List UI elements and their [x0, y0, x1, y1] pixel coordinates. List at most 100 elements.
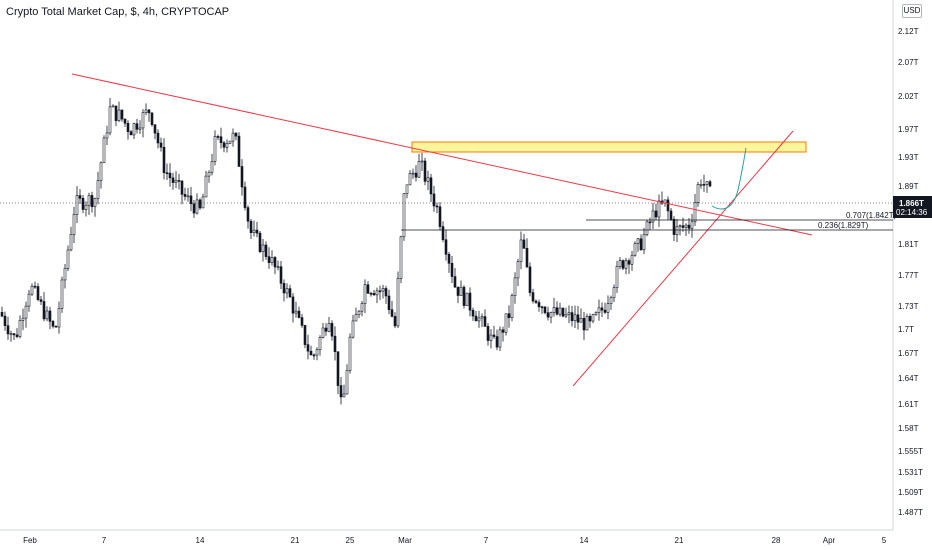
candle-body	[414, 172, 418, 178]
candle-body	[183, 194, 187, 197]
candle-body	[276, 266, 280, 268]
candle-body	[501, 329, 505, 333]
candle-body	[141, 112, 145, 129]
candle-body	[39, 299, 43, 302]
candle-body	[606, 303, 610, 313]
x-tick-label: 7	[102, 536, 107, 545]
candle-body	[336, 351, 340, 386]
candle-body	[459, 286, 463, 296]
candle-body	[306, 344, 310, 352]
candle-body	[186, 195, 190, 198]
candle-body	[309, 350, 313, 356]
x-tick-label: Feb	[23, 536, 37, 545]
candle-body	[105, 132, 109, 139]
candle-body	[507, 313, 511, 319]
candle-body	[261, 244, 265, 253]
candle-body	[426, 177, 430, 182]
candle-body	[84, 204, 88, 210]
candle-body	[375, 290, 379, 296]
candle-body	[81, 197, 85, 210]
candle-body	[93, 198, 97, 208]
candle-body	[90, 195, 94, 208]
x-tick-label: 21	[675, 536, 684, 545]
candle-body	[693, 202, 697, 223]
y-tick-label: 2.02T	[898, 92, 919, 101]
candle-body	[159, 142, 163, 148]
candle-body	[288, 288, 292, 298]
candle-body	[534, 300, 538, 303]
candle-body	[72, 214, 76, 235]
candle-body	[30, 285, 34, 295]
candle-body	[645, 221, 649, 235]
candle-body	[333, 335, 337, 352]
candle-body	[369, 292, 373, 295]
candle-body	[339, 385, 343, 398]
candle-body	[315, 349, 319, 356]
candle-body	[552, 307, 556, 313]
candle-body	[498, 329, 502, 348]
price-label-box	[893, 196, 932, 218]
candle-body	[273, 257, 277, 268]
fib-label: 0.707(1.842T)	[846, 211, 897, 220]
candle-body	[249, 220, 253, 233]
candle-body	[330, 323, 334, 337]
candle-body	[228, 140, 232, 144]
candle-body	[648, 221, 652, 224]
candle-body	[219, 136, 223, 143]
candle-body	[6, 325, 10, 335]
candle-body	[384, 288, 388, 297]
candle-body	[168, 172, 172, 179]
candle-body	[174, 180, 178, 183]
candle-body	[225, 143, 229, 148]
x-tick-label: 14	[580, 536, 589, 545]
candle-body	[267, 256, 271, 263]
candle-body	[297, 310, 301, 318]
candle-body	[354, 314, 358, 322]
candle-body	[597, 307, 601, 313]
candle-body	[699, 184, 703, 186]
candle-body	[360, 303, 364, 312]
candle-body	[522, 239, 526, 249]
candle-body	[603, 309, 607, 313]
candle-body	[399, 236, 403, 279]
candle-body	[666, 199, 670, 212]
candle-body	[0, 312, 4, 317]
candle-body	[678, 225, 682, 228]
ascending-trendline	[572, 130, 794, 387]
candle-body	[624, 260, 628, 269]
candle-body	[252, 229, 256, 233]
candle-body	[153, 124, 157, 134]
y-tick-label: 1.64T	[898, 374, 919, 383]
price-label-countdown: 02:14:36	[896, 208, 928, 217]
projection-curve	[711, 147, 747, 210]
candle-body	[102, 137, 106, 164]
fib-label: 0.236(1.829T)	[818, 221, 869, 230]
candle-body	[57, 308, 61, 328]
candle-body	[357, 310, 361, 315]
candle-body	[162, 146, 166, 174]
currency-badge[interactable]: USD	[902, 4, 922, 18]
x-tick-label: 7	[484, 536, 489, 545]
candle-body	[504, 313, 508, 333]
candle-body	[690, 221, 694, 229]
candle-body	[96, 180, 100, 199]
candle-body	[540, 306, 544, 309]
candle-body	[432, 193, 436, 207]
x-tick-label: 21	[291, 536, 300, 545]
candle-body	[495, 336, 499, 348]
candle-body	[441, 226, 445, 241]
candle-body	[618, 260, 622, 267]
candle-body	[531, 292, 535, 302]
candle-body	[195, 199, 199, 214]
y-tick-label: 1.7T	[898, 325, 914, 334]
x-tick-label: Mar	[398, 536, 412, 545]
candle-body	[66, 249, 70, 269]
candle-body	[480, 316, 484, 319]
candle-body	[24, 305, 28, 319]
candle-body	[303, 325, 307, 345]
candle-body	[516, 261, 520, 279]
candle-body	[99, 162, 103, 181]
candle-body	[513, 277, 517, 296]
candle-body	[78, 195, 82, 199]
